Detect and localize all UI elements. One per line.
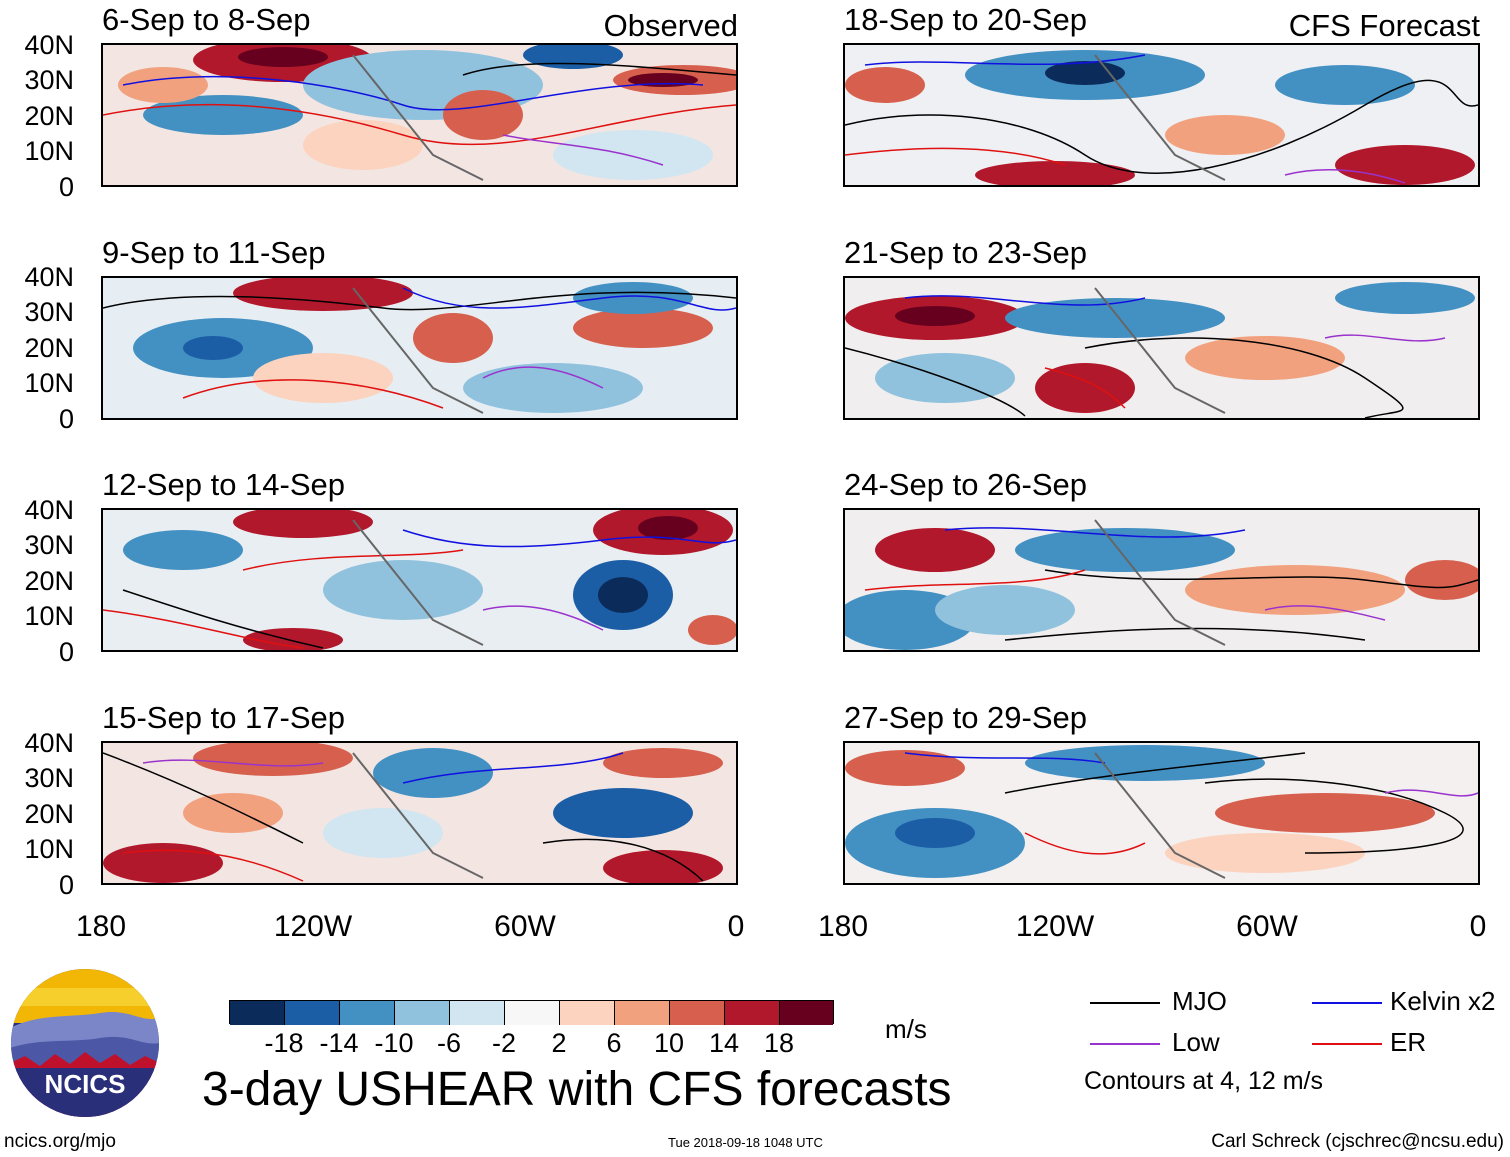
colorbar-swatch (725, 1001, 780, 1025)
y-tick: 40N (24, 495, 74, 525)
map-area (843, 276, 1480, 420)
author-label: Carl Schreck (cjschrec@ncsu.edu) (1211, 1131, 1504, 1152)
units-label: m/s (885, 1014, 927, 1044)
x-tick: 0 (1469, 910, 1487, 943)
y-tick: 20N (24, 101, 74, 131)
map-area (101, 276, 738, 420)
legend-line-low (1090, 1043, 1160, 1045)
y-tick: 10N (24, 834, 74, 864)
colorbar-swatch (505, 1001, 560, 1025)
colorbar-swatch (780, 1001, 833, 1025)
y-tick: 20N (24, 566, 74, 596)
map-area (101, 508, 738, 652)
y-tick: 0 (58, 404, 74, 434)
colorbar-tick: 2 (551, 1028, 567, 1058)
y-tick: 30N (24, 530, 74, 560)
colorbar-tick: -6 (436, 1028, 461, 1058)
colorbar-tick: 14 (708, 1028, 740, 1058)
colorbar (229, 1000, 834, 1025)
figure-title: 3-day USHEAR with CFS forecasts (202, 1063, 952, 1116)
contours-note: Contours at 4, 12 m/s (1084, 1067, 1324, 1095)
ncics-logo: NCICS (10, 968, 160, 1118)
x-tick: 180 (817, 910, 869, 943)
observed-label: Observed (603, 8, 738, 43)
panel-title: 21-Sep to 23-Sep (844, 235, 1088, 270)
x-tick: 0 (727, 910, 745, 943)
panel-title: 27-Sep to 29-Sep (844, 700, 1088, 735)
panel-title: 9-Sep to 11-Sep (102, 235, 326, 270)
y-tick: 40N (24, 30, 74, 60)
map-area (843, 43, 1480, 187)
legend-line-mjo (1090, 1002, 1160, 1004)
colorbar-tick: -10 (374, 1028, 414, 1058)
legend-label-kelvin: Kelvin x2 (1390, 986, 1496, 1016)
legend-label-mjo: MJO (1172, 986, 1227, 1016)
y-tick: 30N (24, 297, 74, 327)
colorbar-swatch (285, 1001, 340, 1025)
colorbar-swatch (450, 1001, 505, 1025)
map-area (101, 741, 738, 885)
colorbar-swatch (340, 1001, 395, 1025)
legend-line-kelvin (1312, 1002, 1382, 1004)
colorbar-tick: 6 (606, 1028, 622, 1058)
legend-label-er: ER (1390, 1027, 1427, 1057)
colorbar-tick: -14 (319, 1028, 359, 1058)
y-tick: 10N (24, 368, 74, 398)
logo-text: NCICS (45, 1069, 126, 1099)
y-tick: 10N (24, 136, 74, 166)
y-tick: 30N (24, 65, 74, 95)
x-tick: 60W (1236, 910, 1298, 943)
y-tick: 40N (24, 728, 74, 758)
panel-title: 6-Sep to 8-Sep (102, 2, 311, 37)
colorbar-swatch (615, 1001, 670, 1025)
panel-title: 18-Sep to 20-Sep (844, 2, 1088, 37)
colorbar-tick: -2 (491, 1028, 516, 1058)
map-area (843, 741, 1480, 885)
panel-title: 15-Sep to 17-Sep (102, 700, 346, 735)
colorbar-tick: 18 (763, 1028, 795, 1058)
colorbar-swatch (670, 1001, 725, 1025)
colorbar-tick: 10 (653, 1028, 685, 1058)
forecast-label: CFS Forecast (1288, 8, 1480, 43)
y-tick: 0 (58, 637, 74, 667)
y-tick: 20N (24, 333, 74, 363)
timestamp-label: Tue 2018-09-18 1048 UTC (668, 1135, 823, 1150)
x-tick: 120W (273, 910, 353, 943)
y-tick: 20N (24, 799, 74, 829)
colorbar-swatch (395, 1001, 450, 1025)
panel-title: 24-Sep to 26-Sep (844, 467, 1088, 502)
y-tick: 40N (24, 262, 74, 292)
map-area (101, 43, 738, 187)
website-label: ncics.org/mjo (4, 1131, 116, 1152)
legend-label-low: Low (1172, 1027, 1220, 1057)
x-tick: 120W (1015, 910, 1095, 943)
y-tick: 30N (24, 763, 74, 793)
legend-line-er (1312, 1043, 1382, 1045)
x-tick: 180 (75, 910, 127, 943)
panel-title: 12-Sep to 14-Sep (102, 467, 346, 502)
colorbar-swatch (230, 1001, 285, 1025)
x-tick: 60W (494, 910, 556, 943)
map-area (843, 508, 1480, 652)
y-tick: 0 (58, 172, 74, 202)
y-tick: 10N (24, 601, 74, 631)
colorbar-swatch (560, 1001, 615, 1025)
y-tick: 0 (58, 870, 74, 900)
colorbar-tick: -18 (264, 1028, 304, 1058)
